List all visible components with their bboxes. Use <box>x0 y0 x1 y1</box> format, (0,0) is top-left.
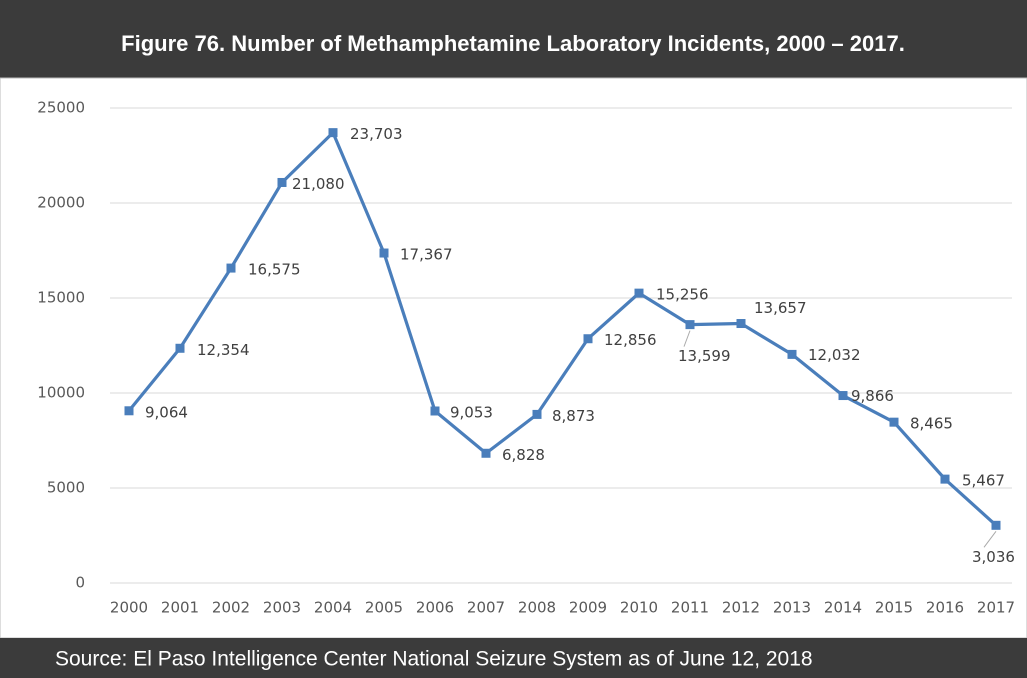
x-tick-label: 2014 <box>824 599 862 617</box>
x-tick-label: 2004 <box>314 599 352 617</box>
data-label: 17,367 <box>400 246 453 264</box>
marker <box>226 263 236 273</box>
data-label: 15,256 <box>656 286 709 304</box>
data-label: 8,873 <box>552 407 595 425</box>
data-label: 13,657 <box>754 299 807 317</box>
leader-line <box>683 330 691 347</box>
data-label: 5,467 <box>962 472 1005 490</box>
source: Source: El Paso Intelligence Center Nati… <box>55 648 813 671</box>
marker <box>991 520 1001 530</box>
y-tick-label: 20000 <box>37 194 85 212</box>
footer-bar <box>0 638 1027 678</box>
data-label: 12,032 <box>808 346 861 364</box>
marker <box>532 409 542 419</box>
marker <box>481 448 491 458</box>
marker <box>940 474 950 484</box>
y-tick-label: 5000 <box>47 479 85 497</box>
x-tick-label: 2006 <box>416 599 454 617</box>
marker <box>838 391 848 401</box>
data-label: 9,064 <box>145 403 188 421</box>
line <box>127 131 998 527</box>
data-label: 6,828 <box>502 446 545 464</box>
leader-line <box>983 531 997 548</box>
x-tick-label: 2013 <box>773 599 811 617</box>
marker <box>889 417 899 427</box>
data-label: 12,354 <box>197 341 250 359</box>
data-label: 12,856 <box>604 331 657 349</box>
data-label: 3,036 <box>972 548 1015 566</box>
marker <box>124 406 134 416</box>
x-tick-label: 2001 <box>161 599 199 617</box>
x-tick-label: 2011 <box>671 599 709 617</box>
marker <box>736 319 746 329</box>
marker <box>175 343 185 353</box>
x-tick-label: 2017 <box>977 599 1015 617</box>
data-label: 9,866 <box>851 387 894 405</box>
header-bar <box>0 0 1027 78</box>
data-label: 16,575 <box>248 261 301 279</box>
x-tick-label: 2002 <box>212 599 250 617</box>
x-tick-label: 2016 <box>926 599 964 617</box>
x-tick-label: 2008 <box>518 599 556 617</box>
marker <box>379 248 389 258</box>
x-tick-label: 2010 <box>620 599 658 617</box>
x-tick-label: 2000 <box>110 599 148 617</box>
y-tick-label: 10000 <box>37 384 85 402</box>
data-label: 21,080 <box>292 175 345 193</box>
marker <box>685 320 695 330</box>
x-tick-label: 2003 <box>263 599 301 617</box>
chart-frame <box>0 77 1027 639</box>
marker <box>583 334 593 344</box>
y-tick-label: 15000 <box>37 289 85 307</box>
data-label: 13,599 <box>678 347 731 365</box>
data-label: 9,053 <box>450 403 493 421</box>
marker <box>787 349 797 359</box>
chart-title: Figure 76. Number of Methamphetamine Lab… <box>121 31 905 56</box>
marker <box>430 406 440 416</box>
x-tick-label: 2007 <box>467 599 505 617</box>
marker <box>277 177 287 187</box>
y-tick-label: 0 <box>75 574 85 592</box>
marker <box>328 128 338 138</box>
x-tick-label: 2012 <box>722 599 760 617</box>
x-tick-label: 2009 <box>569 599 607 617</box>
data-label: 23,703 <box>350 125 403 143</box>
marker <box>634 288 644 298</box>
x-tick-label: 2005 <box>365 599 403 617</box>
y-tick-label: 25000 <box>37 99 85 117</box>
x-tick-label: 2015 <box>875 599 913 617</box>
data-label: 8,465 <box>910 415 953 433</box>
